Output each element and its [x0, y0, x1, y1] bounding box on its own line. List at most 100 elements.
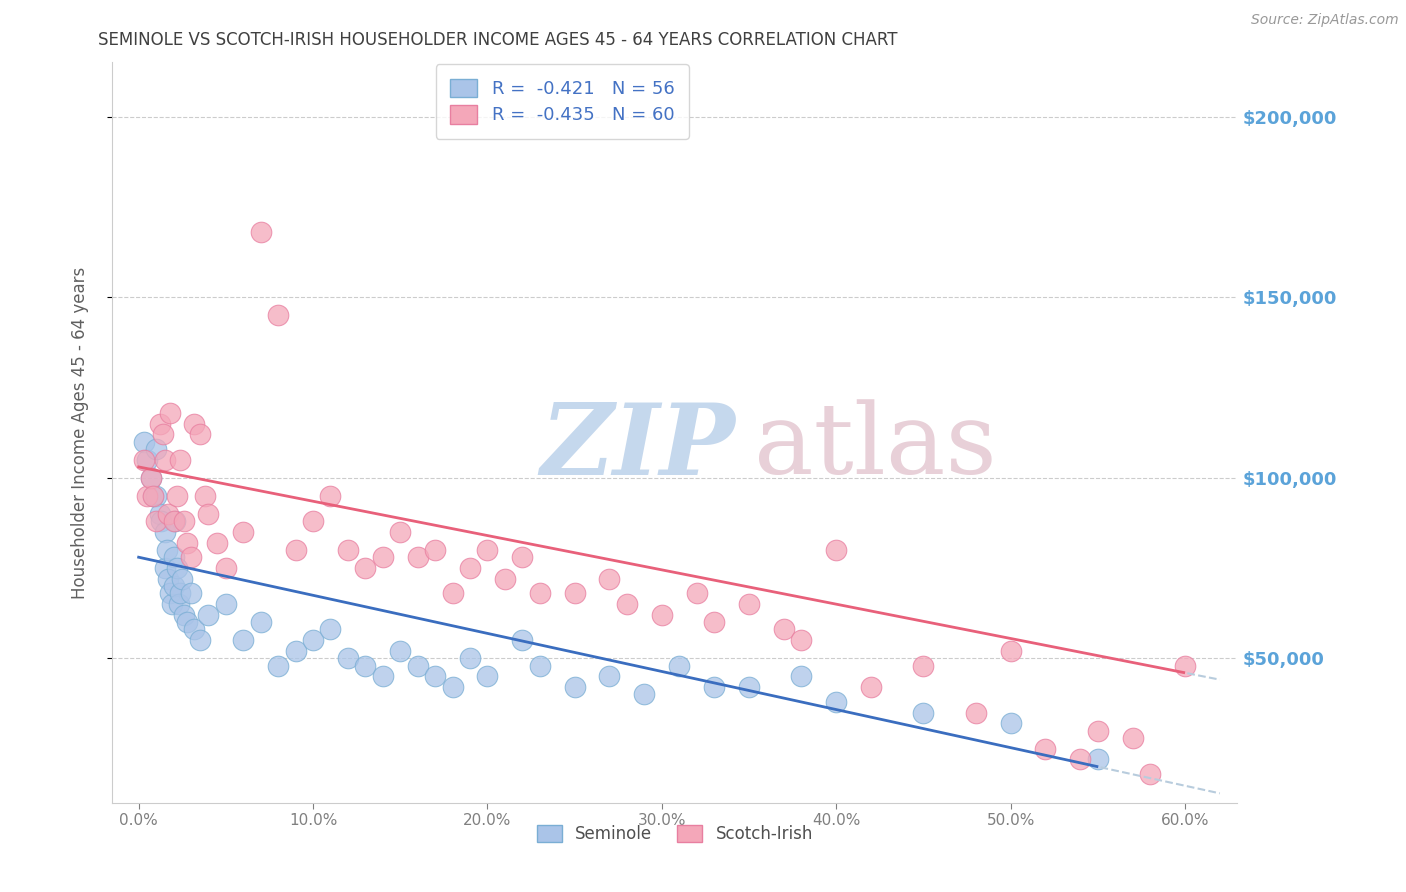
Point	[176, 615, 198, 630]
Point	[157, 507, 180, 521]
Point	[267, 308, 290, 322]
Point	[142, 489, 165, 503]
Point	[169, 586, 191, 600]
Y-axis label: Householder Income Ages 45 - 64 years: Householder Income Ages 45 - 64 years	[70, 267, 89, 599]
Point	[188, 427, 211, 442]
Point	[157, 572, 180, 586]
Point	[616, 597, 638, 611]
Point	[152, 427, 174, 442]
Point	[651, 607, 673, 622]
Point	[686, 586, 709, 600]
Point	[136, 452, 159, 467]
Point	[160, 597, 183, 611]
Point	[423, 669, 446, 683]
Point	[371, 550, 394, 565]
Text: ZIP: ZIP	[540, 400, 735, 496]
Point	[441, 680, 464, 694]
Text: Source: ZipAtlas.com: Source: ZipAtlas.com	[1251, 13, 1399, 28]
Point	[249, 225, 271, 239]
Point	[529, 586, 551, 600]
Point	[477, 669, 499, 683]
Point	[162, 550, 184, 565]
Point	[188, 633, 211, 648]
Point	[302, 514, 325, 528]
Point	[153, 524, 176, 539]
Point	[371, 669, 394, 683]
Point	[153, 561, 176, 575]
Point	[180, 550, 202, 565]
Point	[215, 597, 238, 611]
Point	[205, 535, 228, 549]
Point	[232, 524, 254, 539]
Point	[132, 434, 155, 449]
Point	[494, 572, 516, 586]
Point	[598, 572, 620, 586]
Point	[165, 514, 187, 528]
Point	[1035, 741, 1057, 756]
Point	[790, 669, 813, 683]
Point	[284, 543, 307, 558]
Point	[180, 586, 202, 600]
Point	[142, 489, 165, 503]
Point	[169, 452, 191, 467]
Point	[194, 489, 217, 503]
Point	[703, 615, 725, 630]
Point	[162, 514, 184, 528]
Point	[564, 680, 586, 694]
Point	[790, 633, 813, 648]
Point	[284, 644, 307, 658]
Point	[183, 417, 205, 431]
Point	[1069, 752, 1091, 766]
Point	[1122, 731, 1144, 745]
Point	[354, 658, 377, 673]
Point	[159, 406, 181, 420]
Legend: Seminole, Scotch-Irish: Seminole, Scotch-Irish	[530, 819, 820, 850]
Point	[406, 550, 429, 565]
Point	[162, 579, 184, 593]
Point	[159, 586, 181, 600]
Point	[1139, 767, 1161, 781]
Point	[267, 658, 290, 673]
Point	[668, 658, 690, 673]
Point	[139, 471, 162, 485]
Point	[232, 633, 254, 648]
Point	[336, 543, 359, 558]
Point	[139, 471, 162, 485]
Point	[153, 452, 176, 467]
Point	[319, 623, 342, 637]
Point	[529, 658, 551, 673]
Point	[406, 658, 429, 673]
Point	[389, 524, 412, 539]
Point	[172, 572, 194, 586]
Point	[336, 651, 359, 665]
Point	[510, 633, 533, 648]
Point	[173, 607, 195, 622]
Point	[825, 695, 848, 709]
Point	[1087, 723, 1109, 738]
Point	[423, 543, 446, 558]
Point	[965, 706, 987, 720]
Point	[738, 597, 761, 611]
Point	[510, 550, 533, 565]
Point	[458, 651, 481, 665]
Point	[197, 507, 219, 521]
Point	[166, 489, 188, 503]
Point	[738, 680, 761, 694]
Point	[564, 586, 586, 600]
Point	[703, 680, 725, 694]
Point	[148, 417, 170, 431]
Point	[441, 586, 464, 600]
Point	[249, 615, 271, 630]
Point	[145, 514, 167, 528]
Point	[354, 561, 377, 575]
Point	[1000, 716, 1022, 731]
Point	[176, 535, 198, 549]
Point	[860, 680, 883, 694]
Point	[132, 452, 155, 467]
Point	[215, 561, 238, 575]
Point	[173, 514, 195, 528]
Point	[183, 623, 205, 637]
Point	[319, 489, 342, 503]
Point	[912, 658, 935, 673]
Point	[389, 644, 412, 658]
